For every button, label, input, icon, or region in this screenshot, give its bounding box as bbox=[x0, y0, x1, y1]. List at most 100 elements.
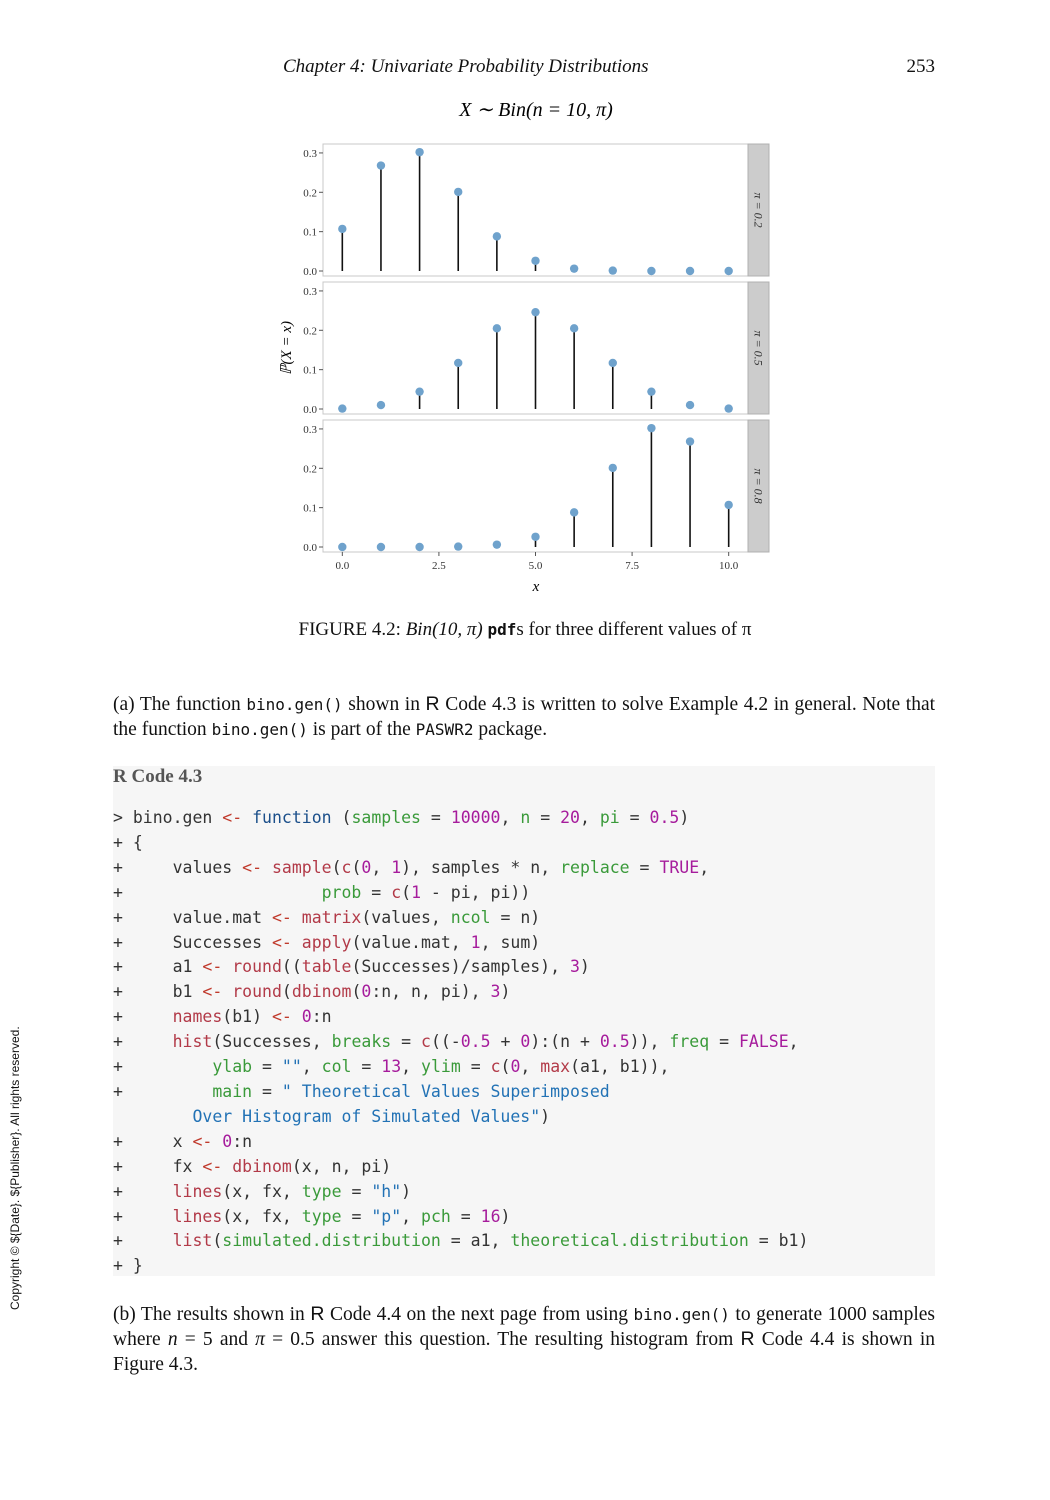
code-line: + list(simulated.distribution = a1, theo… bbox=[113, 1231, 809, 1251]
code-line: + lines(x, fx, type = "p", pch = 16) bbox=[113, 1206, 511, 1226]
r-code-block: R Code 4.3 > bino.gen <- function (sampl… bbox=[113, 766, 935, 1276]
y-tick-label: 0.2 bbox=[303, 325, 317, 337]
para-b-text-6: Code 4.4 is shown in Figure 4.3. bbox=[113, 1329, 936, 1375]
stem-point bbox=[454, 358, 463, 368]
code-line: + lines(x, fx, type = "h") bbox=[113, 1181, 412, 1201]
x-tick-label: 2.5 bbox=[432, 560, 446, 572]
stem-point bbox=[454, 187, 463, 197]
stem-point bbox=[569, 264, 579, 273]
stem-point bbox=[685, 266, 695, 276]
para-b-r-2: R bbox=[740, 1328, 755, 1350]
stem-point bbox=[492, 232, 502, 241]
para-a-code-3: PASWR2 bbox=[415, 720, 474, 739]
para-b-math-pi: π bbox=[255, 1329, 265, 1350]
page-number: 253 bbox=[906, 56, 936, 77]
para-b-text-5: = 0.5 answer this question. The resultin… bbox=[264, 1329, 741, 1350]
paragraph-b: (b) The results shown in R Code 4.4 on t… bbox=[113, 1302, 935, 1377]
y-tick-label: 0.1 bbox=[303, 365, 317, 377]
y-tick-label: 0.1 bbox=[303, 227, 317, 239]
stem-point bbox=[647, 387, 656, 396]
para-b-text-4: = 5 and bbox=[177, 1329, 256, 1350]
x-tick-label: 0.0 bbox=[335, 560, 349, 572]
y-axis-label: ℙ(X = x) bbox=[279, 321, 295, 375]
facet-strip bbox=[747, 143, 770, 277]
code-line: + { bbox=[113, 832, 143, 852]
side-copyright: Copyright © ${Date}. ${Publisher}. All r… bbox=[8, 1026, 22, 1310]
y-tick-label: 0.0 bbox=[303, 266, 317, 278]
code-line: + prob = c(1 - pi, pi)) bbox=[113, 882, 531, 902]
stem-point bbox=[647, 423, 656, 433]
stem-point bbox=[569, 324, 579, 333]
stem-point bbox=[376, 542, 386, 552]
stem-point bbox=[338, 542, 347, 552]
stem-point bbox=[531, 532, 540, 541]
x-tick-label: 10.0 bbox=[719, 560, 739, 572]
para-a-code-2: bino.gen() bbox=[211, 720, 308, 739]
x-axis-label: x bbox=[532, 579, 540, 595]
para-b-r-1: R bbox=[310, 1303, 325, 1325]
stem-point bbox=[415, 147, 424, 157]
stem-point bbox=[569, 508, 579, 517]
y-tick-label: 0.2 bbox=[303, 187, 317, 199]
stem-point bbox=[492, 540, 502, 549]
stem-point bbox=[376, 161, 386, 170]
code-line: + values <- sample(c(0, 1), samples * n,… bbox=[113, 857, 710, 877]
code-title: R Code 4.3 bbox=[113, 766, 203, 787]
figure-4-2-chart: X ∼ Bin(n = 10, π) π = 0.20.00.10.20.3π … bbox=[279, 99, 770, 595]
x-tick-label: 5.0 bbox=[529, 560, 543, 572]
y-tick-label: 0.0 bbox=[303, 404, 317, 416]
stem-point bbox=[647, 266, 656, 276]
para-b-text-2: Code 4.4 on the next page from using bbox=[324, 1304, 634, 1325]
code-line: + } bbox=[113, 1256, 143, 1276]
facet-strip bbox=[747, 281, 770, 415]
y-tick-label: 0.1 bbox=[303, 503, 317, 515]
stem-point bbox=[415, 387, 424, 396]
code-line: + main = " Theoretical Values Superimpos… bbox=[113, 1081, 610, 1101]
y-tick-label: 0.0 bbox=[303, 542, 317, 554]
para-a-text-3: Code 4.3 is written to solve Example 4.2… bbox=[113, 694, 936, 740]
code-line: + value.mat <- matrix(values, ncol = n) bbox=[113, 907, 541, 927]
code-line: + fx <- dbinom(x, n, pi) bbox=[113, 1156, 392, 1176]
code-line: > bino.gen <- function (samples = 10000,… bbox=[113, 808, 690, 827]
stem-point bbox=[608, 266, 617, 275]
code-line: + a1 <- round((table(Successes)/samples)… bbox=[113, 957, 590, 977]
stem-point bbox=[531, 307, 540, 317]
para-b-code-1: bino.gen() bbox=[633, 1305, 730, 1324]
stem-point bbox=[415, 542, 424, 552]
code-line: + Successes <- apply(value.mat, 1, sum) bbox=[113, 932, 541, 952]
para-a-text-4: is part of the bbox=[307, 719, 416, 740]
para-a-text-2: shown in bbox=[342, 694, 426, 715]
caption-math: Bin(10, π) bbox=[405, 619, 483, 640]
code-line: Over Histogram of Simulated Values") bbox=[113, 1106, 551, 1126]
stem-point bbox=[492, 324, 502, 333]
figure-caption: FIGURE 4.2: Bin(10, π) pdfs for three di… bbox=[0, 619, 1050, 641]
stem-point bbox=[724, 500, 733, 510]
facet-strip-label: π = 0.5 bbox=[752, 330, 766, 365]
para-b-text-1: (b) The results shown in bbox=[113, 1304, 311, 1325]
paragraph-a: (a) The function bino.gen() shown in R C… bbox=[113, 692, 935, 742]
caption-prefix: FIGURE 4.2: bbox=[298, 619, 406, 640]
stem-point bbox=[338, 404, 347, 413]
para-b-math-n: n bbox=[167, 1329, 178, 1350]
code-line: + ylab = "", col = 13, ylim = c(0, max(a… bbox=[113, 1057, 670, 1077]
stem-point bbox=[724, 404, 733, 413]
stem-point bbox=[531, 256, 540, 265]
panel-background bbox=[322, 419, 749, 553]
stem-point bbox=[685, 437, 695, 446]
running-head: Chapter 4: Univariate Probability Distri… bbox=[283, 56, 649, 77]
stem-point bbox=[724, 266, 733, 276]
y-tick-label: 0.3 bbox=[303, 148, 317, 160]
facet-strip-label: π = 0.8 bbox=[752, 468, 766, 503]
stem-point bbox=[608, 358, 617, 368]
stem-point bbox=[454, 542, 463, 551]
para-a-r: R bbox=[425, 693, 440, 715]
chart-title: X ∼ Bin(n = 10, π) bbox=[458, 99, 613, 121]
para-a-text-5: package. bbox=[473, 719, 548, 740]
chart-panels: π = 0.2 0.0 0.1 0.2 0.3 π = 0.5 0.0 0.1 0.2 0.3 π … bbox=[303, 143, 770, 572]
para-a-code-1: bino.gen() bbox=[246, 695, 343, 714]
code-line: + names(b1) <- 0:n bbox=[113, 1007, 332, 1027]
code-line: + x <- 0:n bbox=[113, 1131, 253, 1151]
y-tick-label: 0.3 bbox=[303, 286, 317, 298]
stem-point bbox=[608, 463, 617, 473]
para-b-text-3: to generate 1000 samples where bbox=[113, 1304, 935, 1350]
